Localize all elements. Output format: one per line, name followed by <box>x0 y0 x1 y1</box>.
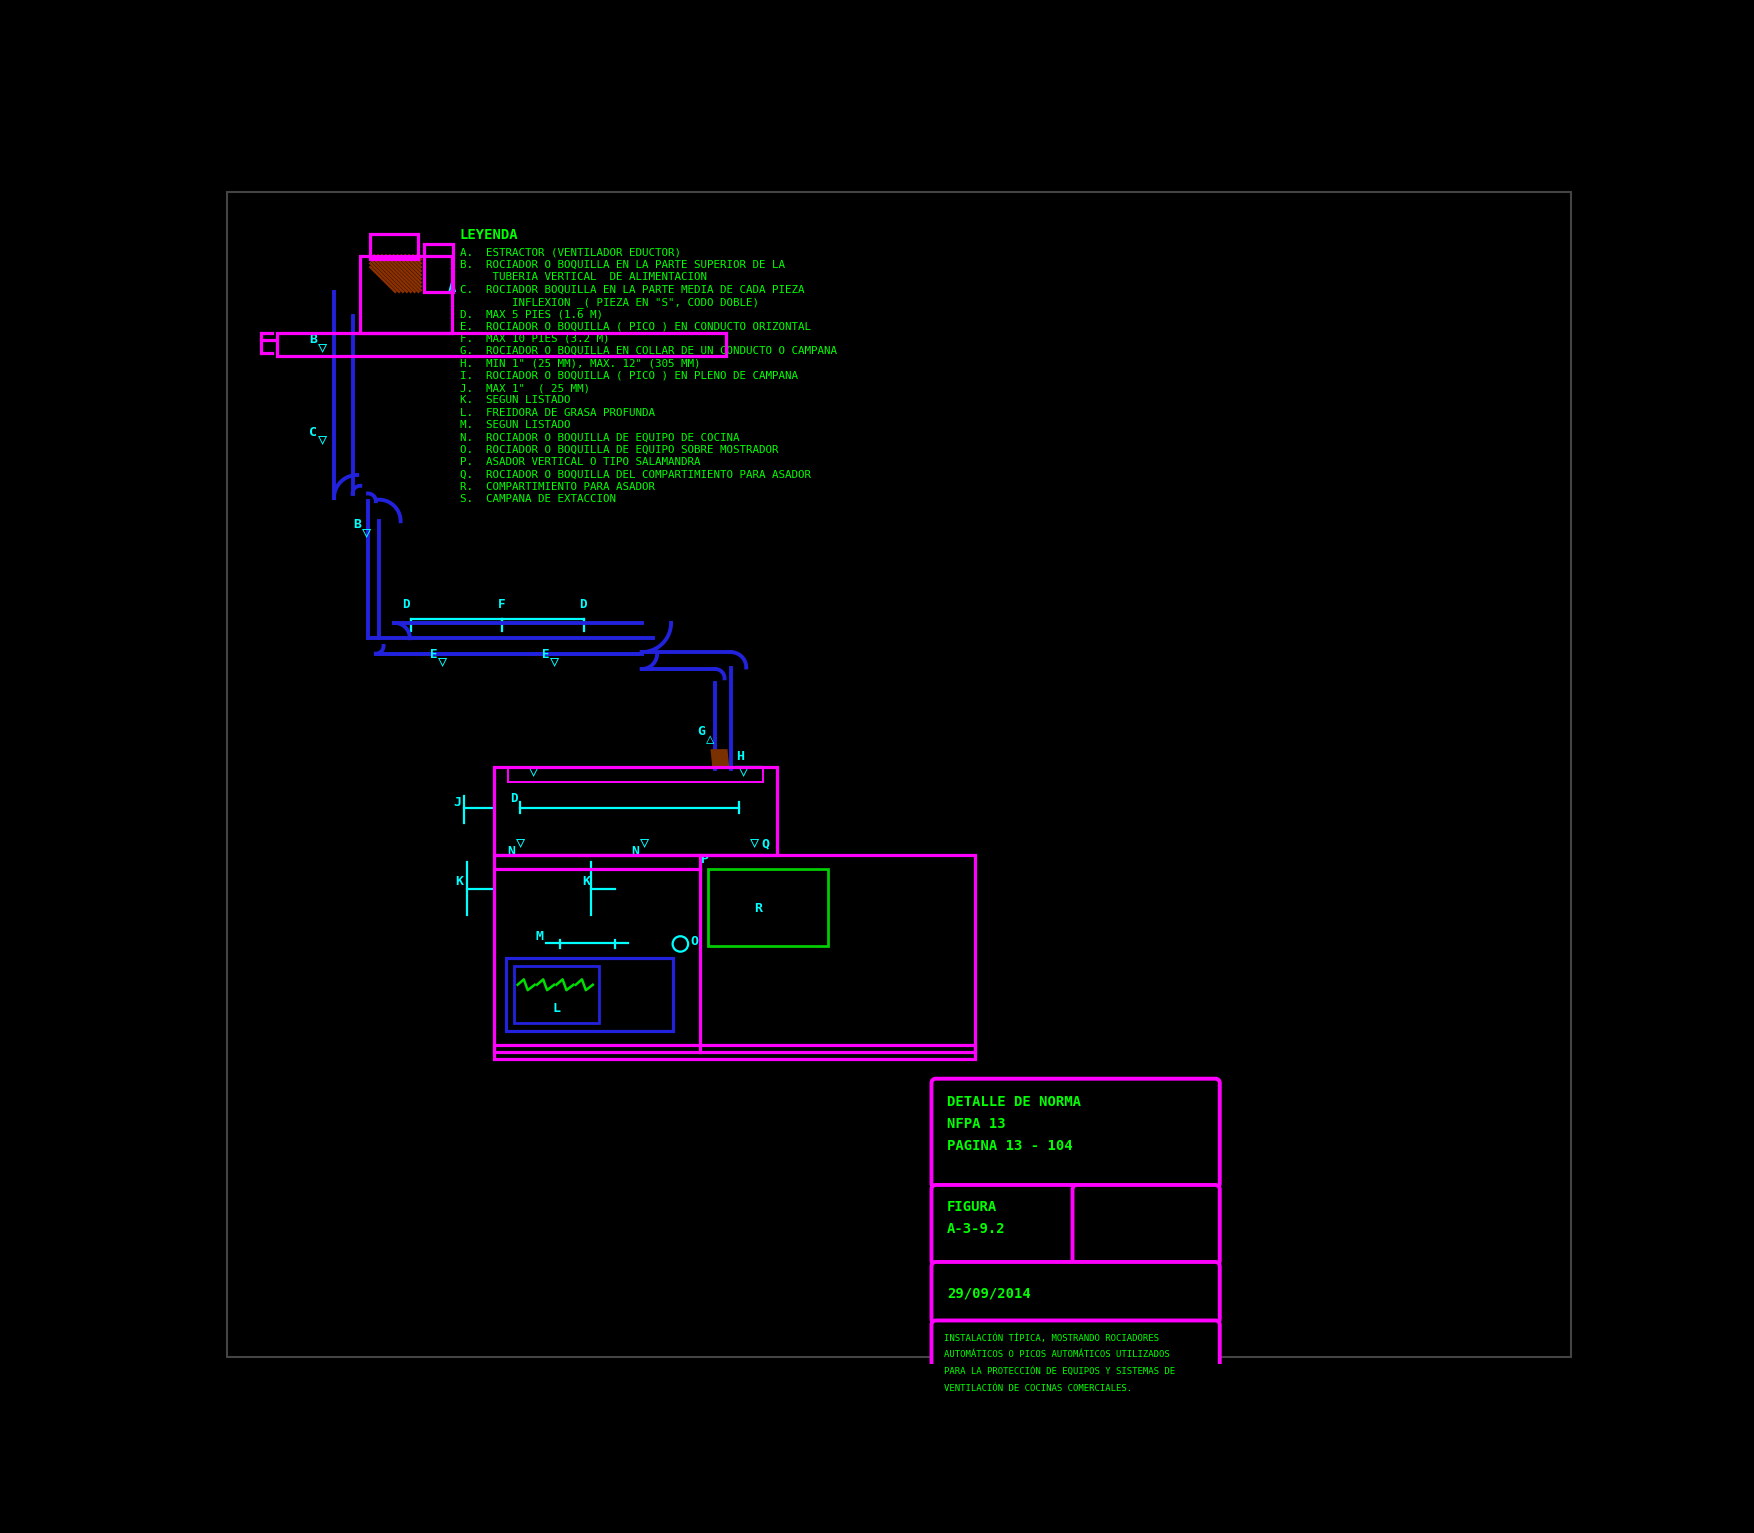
Text: P.  ASADOR VERTICAL O TIPO SALAMANDRA: P. ASADOR VERTICAL O TIPO SALAMANDRA <box>460 457 700 468</box>
Text: ▽: ▽ <box>516 834 524 849</box>
Text: N: N <box>507 845 514 858</box>
Text: FIGURA: FIGURA <box>947 1200 998 1214</box>
FancyBboxPatch shape <box>931 1079 1219 1188</box>
Text: F.  MAX 10 PIES (3.2 M): F. MAX 10 PIES (3.2 M) <box>460 334 609 343</box>
FancyBboxPatch shape <box>931 1185 1079 1265</box>
Bar <box>495 1046 975 1059</box>
Text: O: O <box>691 935 698 947</box>
Text: PARA LA PROTECCIÓN DE EQUIPOS Y SISTEMAS DE: PARA LA PROTECCIÓN DE EQUIPOS Y SISTEMAS… <box>944 1367 1175 1377</box>
Text: G: G <box>698 725 705 737</box>
Text: N: N <box>631 845 638 858</box>
Text: ▽: ▽ <box>319 431 328 446</box>
Text: ▽: ▽ <box>751 834 759 849</box>
Bar <box>495 766 777 855</box>
Text: S.  CAMPANA DE EXTACCION: S. CAMPANA DE EXTACCION <box>460 494 616 504</box>
FancyBboxPatch shape <box>931 1320 1219 1421</box>
Text: J: J <box>453 796 461 809</box>
Text: F: F <box>498 598 505 612</box>
Text: Q: Q <box>761 837 770 851</box>
Text: I.  ROCIADOR O BOQUILLA ( PICO ) EN PLENO DE CAMPANA: I. ROCIADOR O BOQUILLA ( PICO ) EN PLENO… <box>460 371 798 380</box>
Text: M: M <box>535 931 544 943</box>
Text: B.  ROCIADOR O BOQUILLA EN LA PARTE SUPERIOR DE LA: B. ROCIADOR O BOQUILLA EN LA PARTE SUPER… <box>460 261 784 270</box>
Bar <box>360 256 453 333</box>
Text: INSTALACIÓN TÍPICA, MOSTRANDO ROCIADORES: INSTALACIÓN TÍPICA, MOSTRANDO ROCIADORES <box>944 1334 1159 1343</box>
Text: ▽: ▽ <box>551 653 560 668</box>
Text: LEYENDA: LEYENDA <box>460 228 517 242</box>
Bar <box>514 966 600 1023</box>
Text: K: K <box>582 875 589 888</box>
Text: B: B <box>353 518 361 530</box>
Text: ▽: ▽ <box>640 834 649 849</box>
Bar <box>505 958 672 1032</box>
Text: M.  SEGUN LISTADO: M. SEGUN LISTADO <box>460 420 570 431</box>
Text: ▽: ▽ <box>319 339 328 354</box>
Text: P: P <box>700 852 709 866</box>
Text: E: E <box>430 647 437 661</box>
Text: NFPA 13: NFPA 13 <box>947 1118 1005 1131</box>
Text: K: K <box>456 875 463 888</box>
Text: L: L <box>553 1001 561 1015</box>
Bar <box>707 869 828 946</box>
Text: K.  SEGUN LISTADO: K. SEGUN LISTADO <box>460 396 570 405</box>
Text: G.  ROCIADOR O BOQUILLA EN COLLAR DE UN CONDUCTO O CAMPANA: G. ROCIADOR O BOQUILLA EN COLLAR DE UN C… <box>460 346 837 356</box>
Text: D: D <box>402 598 410 612</box>
Text: INFLEXION _( PIEZA EN "S", CODO DOBLE): INFLEXION _( PIEZA EN "S", CODO DOBLE) <box>460 297 758 308</box>
Text: A-3-9.2: A-3-9.2 <box>947 1222 1005 1236</box>
Text: AUTOMÁTICOS O PICOS AUTOMÁTICOS UTILIZADOS: AUTOMÁTICOS O PICOS AUTOMÁTICOS UTILIZAD… <box>944 1351 1170 1360</box>
Text: DETALLE DE NORMA: DETALLE DE NORMA <box>947 1096 1080 1110</box>
Text: R: R <box>754 901 761 915</box>
Text: PAGINA 13 - 104: PAGINA 13 - 104 <box>947 1139 1073 1153</box>
Bar <box>424 244 453 291</box>
Text: H.  MIN 1" (25 MM), MAX. 12" (305 MM): H. MIN 1" (25 MM), MAX. 12" (305 MM) <box>460 359 700 368</box>
Text: D: D <box>579 598 588 612</box>
FancyBboxPatch shape <box>931 1262 1219 1323</box>
Bar <box>277 333 726 356</box>
FancyBboxPatch shape <box>1072 1185 1219 1265</box>
Text: B: B <box>309 333 317 346</box>
Text: D.  MAX 5 PIES (1.6 M): D. MAX 5 PIES (1.6 M) <box>460 310 603 319</box>
Text: L.  FREIDORA DE GRASA PROFUNDA: L. FREIDORA DE GRASA PROFUNDA <box>460 408 654 417</box>
Text: O.  ROCIADOR O BOQUILLA DE EQUIPO SOBRE MOSTRADOR: O. ROCIADOR O BOQUILLA DE EQUIPO SOBRE M… <box>460 445 779 455</box>
Text: H: H <box>737 750 744 763</box>
Text: ▽: ▽ <box>530 763 538 779</box>
Text: ▽: ▽ <box>361 524 372 540</box>
Text: D: D <box>510 793 517 805</box>
Text: 29/09/2014: 29/09/2014 <box>947 1286 1031 1300</box>
Text: J.  MAX 1"  ( 25 MM): J. MAX 1" ( 25 MM) <box>460 383 589 392</box>
Text: VENTILACIÓN DE COCINAS COMERCIALES.: VENTILACIÓN DE COCINAS COMERCIALES. <box>944 1384 1131 1393</box>
Text: R.  COMPARTIMIENTO PARA ASADOR: R. COMPARTIMIENTO PARA ASADOR <box>460 481 654 492</box>
Text: C.  ROCIADOR BOQUILLA EN LA PARTE MEDIA DE CADA PIEZA: C. ROCIADOR BOQUILLA EN LA PARTE MEDIA D… <box>460 285 803 294</box>
Text: N.  ROCIADOR O BOQUILLA DE EQUIPO DE COCINA: N. ROCIADOR O BOQUILLA DE EQUIPO DE COCI… <box>460 432 738 443</box>
Bar <box>495 855 975 1052</box>
Text: ▽: ▽ <box>438 653 447 668</box>
Text: TUBERIA VERTICAL  DE ALIMENTACION: TUBERIA VERTICAL DE ALIMENTACION <box>460 273 707 282</box>
Text: C: C <box>309 426 317 438</box>
Text: E.  ROCIADOR O BOQUILLA ( PICO ) EN CONDUCTO ORIZONTAL: E. ROCIADOR O BOQUILLA ( PICO ) EN CONDU… <box>460 322 810 331</box>
Text: A: A <box>447 281 456 294</box>
Text: △: △ <box>705 731 714 747</box>
Text: ▽: ▽ <box>738 763 747 779</box>
Text: A.  ESTRACTOR (VENTILADOR EDUCTOR): A. ESTRACTOR (VENTILADOR EDUCTOR) <box>460 247 681 258</box>
Text: E: E <box>542 647 551 661</box>
Bar <box>370 235 419 259</box>
Text: Q.  ROCIADOR O BOQUILLA DEL COMPARTIMIENTO PARA ASADOR: Q. ROCIADOR O BOQUILLA DEL COMPARTIMIENT… <box>460 469 810 480</box>
